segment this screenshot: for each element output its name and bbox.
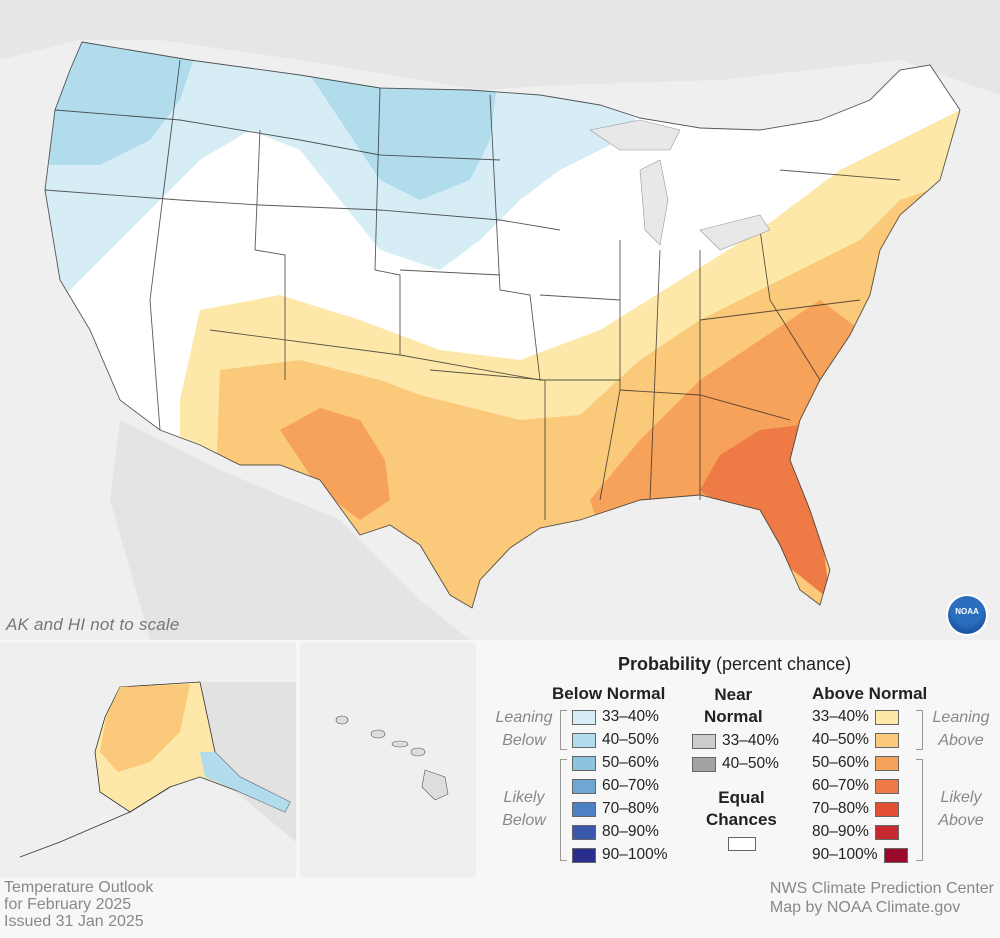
conus-map: AK and HI not to scale NOAA xyxy=(6,41,986,640)
below-swatch-4 xyxy=(572,801,596,817)
above-row-4: 70–80% xyxy=(812,800,899,818)
equal-chances-swatch xyxy=(728,837,756,851)
above-swatch-6 xyxy=(883,847,908,863)
above-label-3: 60–70% xyxy=(812,777,869,794)
below-label-6: 90–100% xyxy=(602,846,668,863)
below-row-4: 70–80% xyxy=(572,800,659,818)
above-swatch-1 xyxy=(874,732,899,748)
above-row-5: 80–90% xyxy=(812,823,899,841)
above-label-0: 33–40% xyxy=(812,708,869,725)
near-label-1: 40–50% xyxy=(722,755,779,772)
above-swatch-0 xyxy=(874,709,899,725)
above-label-4: 70–80% xyxy=(812,800,869,817)
below-swatch-6 xyxy=(572,847,596,863)
likely-below-label: Likely Below xyxy=(502,789,546,829)
legend-title: Probability (percent chance) xyxy=(618,654,851,675)
leaning-above-bracket xyxy=(916,710,923,750)
above-swatch-3 xyxy=(874,778,899,794)
above-swatch-5 xyxy=(874,824,899,840)
conus-map-graphic xyxy=(44,41,961,640)
above-label-1: 40–50% xyxy=(812,731,869,748)
above-row-6: 90–100% xyxy=(812,846,908,864)
likely-above-label: Likely Above xyxy=(938,789,984,829)
below-swatch-1 xyxy=(572,732,596,748)
near-row-0: 33–40% xyxy=(692,732,779,750)
likely-above-bracket xyxy=(916,759,923,861)
issued-date: Issued 31 Jan 2025 xyxy=(4,913,144,930)
below-heading: Below Normal xyxy=(552,684,666,703)
below-swatch-5 xyxy=(572,824,596,840)
near-swatch-0 xyxy=(692,733,716,749)
below-row-1: 40–50% xyxy=(572,731,659,749)
outlook-title: Temperature Outlook xyxy=(4,879,154,896)
hawaii-map-graphic xyxy=(300,642,476,878)
below-label-2: 50–60% xyxy=(602,754,659,771)
near-heading: Near Normal xyxy=(704,685,763,726)
above-heading: Above Normal xyxy=(812,684,928,703)
below-swatch-3 xyxy=(572,778,596,794)
below-row-5: 80–90% xyxy=(572,823,659,841)
outlook-period: for February 2025 xyxy=(4,896,132,913)
leaning-below-label: Leaning Below xyxy=(495,709,553,749)
hawaii-inset xyxy=(300,642,476,878)
footer-left: Temperature Outlook for February 2025 Is… xyxy=(4,879,153,930)
equal-heading: Equal Chances xyxy=(706,788,777,829)
noaa-logo-text: NOAA xyxy=(955,607,979,616)
scale-note: AK and HI not to scale xyxy=(6,615,180,634)
above-swatch-4 xyxy=(874,801,899,817)
legend-title-bold: Probability xyxy=(618,654,712,674)
above-row-2: 50–60% xyxy=(812,754,899,772)
above-label-2: 50–60% xyxy=(812,754,869,771)
near-row-1: 40–50% xyxy=(692,755,779,773)
below-label-1: 40–50% xyxy=(602,731,659,748)
noaa-logo-icon: NOAA xyxy=(948,596,986,634)
credit-climate-gov: Map by NOAA Climate.gov xyxy=(769,899,961,916)
legend-panel: Probability (percent chance) Below Norma… xyxy=(480,642,1000,878)
above-row-0: 33–40% xyxy=(812,708,899,726)
below-label-0: 33–40% xyxy=(602,708,659,725)
below-row-3: 60–70% xyxy=(572,777,659,795)
above-label-5: 80–90% xyxy=(812,823,869,840)
near-label-0: 33–40% xyxy=(722,732,779,749)
footer-right: NWS Climate Prediction Center Map by NOA… xyxy=(770,879,994,917)
below-row-0: 33–40% xyxy=(572,708,659,726)
below-swatch-2 xyxy=(572,755,596,771)
leaning-above-label: Leaning Above xyxy=(932,709,990,749)
below-row-2: 50–60% xyxy=(572,754,659,772)
legend-title-rest: (percent chance) xyxy=(711,654,852,674)
above-row-3: 60–70% xyxy=(812,777,899,795)
below-swatch-0 xyxy=(572,709,596,725)
above-label-6: 90–100% xyxy=(812,846,878,863)
above-row-1: 40–50% xyxy=(812,731,899,749)
near-swatch-1 xyxy=(692,756,716,772)
below-label-4: 70–80% xyxy=(602,800,659,817)
alaska-inset xyxy=(0,642,296,878)
likely-below-bracket xyxy=(560,759,567,861)
above-swatch-2 xyxy=(874,755,899,771)
alaska-map-graphic xyxy=(0,642,296,878)
below-label-3: 60–70% xyxy=(602,777,659,794)
below-row-6: 90–100% xyxy=(572,846,668,864)
below-label-5: 80–90% xyxy=(602,823,659,840)
leaning-below-bracket xyxy=(560,710,567,750)
credit-cpc: NWS Climate Prediction Center xyxy=(769,880,994,897)
